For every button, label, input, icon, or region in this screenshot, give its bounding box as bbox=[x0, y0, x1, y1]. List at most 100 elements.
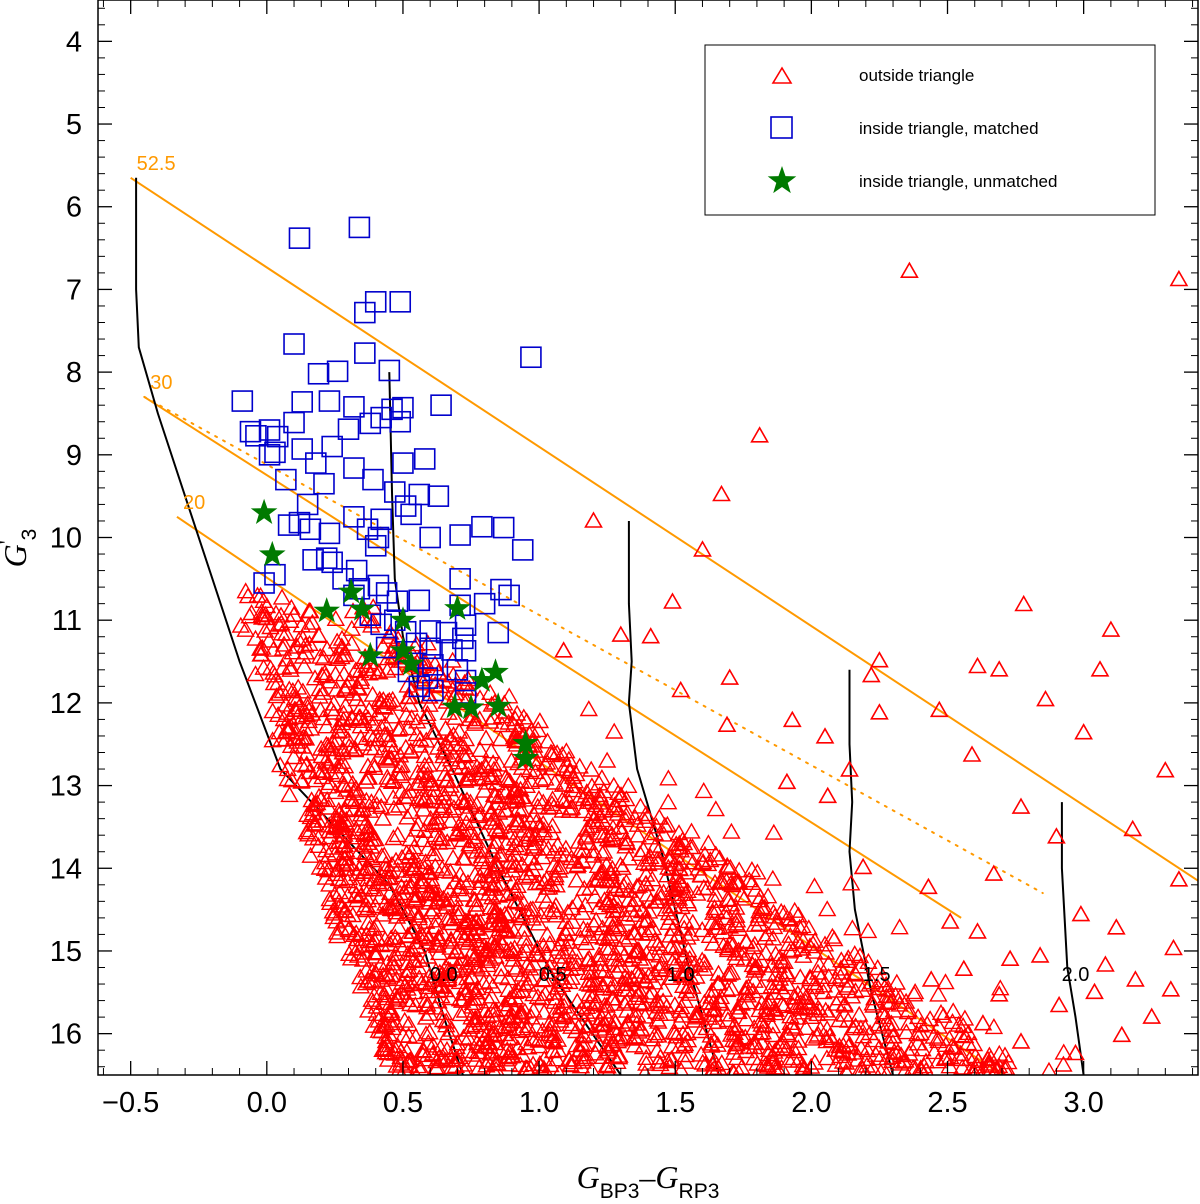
extinction-line bbox=[143, 396, 962, 919]
y-tick-label: 5 bbox=[66, 109, 82, 141]
legend-label-unmatched: inside triangle, unmatched bbox=[859, 172, 1057, 191]
square-point bbox=[348, 216, 371, 239]
legend-label-outside: outside triangle bbox=[859, 66, 974, 85]
square-point bbox=[473, 592, 496, 615]
triangle-point bbox=[712, 484, 731, 502]
triangle-point bbox=[1011, 1032, 1031, 1049]
star-point bbox=[357, 641, 384, 668]
square-point bbox=[511, 539, 534, 561]
triangle-point bbox=[1123, 819, 1143, 837]
square-point bbox=[315, 547, 338, 569]
square-point bbox=[291, 391, 314, 413]
triangle-point bbox=[1169, 269, 1189, 287]
star-point bbox=[468, 666, 496, 692]
extinction-label: 30 bbox=[150, 372, 172, 394]
square-point bbox=[375, 582, 398, 604]
triangle-point bbox=[1155, 761, 1175, 778]
y-tick-label: 10 bbox=[50, 523, 82, 555]
square-point bbox=[381, 398, 403, 421]
legend-square-marker bbox=[770, 116, 793, 139]
y-tick-label: 9 bbox=[66, 440, 82, 472]
legend-triangle-marker bbox=[771, 66, 793, 84]
star-point bbox=[258, 540, 286, 567]
square-point bbox=[364, 534, 387, 557]
x-tick-label: −0.5 bbox=[102, 1087, 159, 1119]
square-point bbox=[370, 406, 392, 429]
square-point bbox=[389, 291, 412, 313]
square-point bbox=[419, 637, 441, 660]
star-point bbox=[389, 636, 417, 663]
star-point bbox=[512, 729, 539, 755]
isochrone-curve bbox=[388, 372, 622, 1075]
square-point bbox=[356, 518, 379, 541]
y-tick-label: 13 bbox=[50, 771, 82, 803]
extinction-label: 20 bbox=[183, 492, 205, 514]
square-point bbox=[471, 515, 493, 538]
y-tick-label: 4 bbox=[66, 26, 82, 58]
triangle-point bbox=[1161, 980, 1181, 997]
y-tick-label: 12 bbox=[50, 688, 82, 720]
triangle-point bbox=[1090, 660, 1110, 677]
triangle-point bbox=[815, 727, 835, 744]
triangle-point bbox=[973, 1014, 993, 1031]
plot-area bbox=[130, 176, 1198, 1075]
triangle-point bbox=[1085, 982, 1104, 1000]
triangle-point bbox=[1106, 918, 1126, 935]
square-point bbox=[264, 563, 286, 586]
star-point bbox=[482, 658, 509, 684]
triangle-point bbox=[1014, 594, 1034, 612]
square-point bbox=[291, 438, 314, 460]
triangle-point bbox=[870, 651, 889, 668]
square-point bbox=[386, 590, 409, 612]
triangle-point bbox=[900, 261, 919, 278]
square-point bbox=[427, 485, 450, 507]
isochrone-curves bbox=[135, 177, 1085, 1075]
square-point bbox=[258, 444, 281, 466]
triangle-point bbox=[1030, 946, 1050, 963]
square-point bbox=[454, 639, 477, 662]
square-point bbox=[498, 584, 520, 607]
x-axis-title: GBP3–GRP3 bbox=[577, 1159, 720, 1203]
star-point bbox=[348, 595, 376, 621]
isochrone-labels: 0.0 0.5 1.0 1.5 2.0 bbox=[430, 964, 1089, 986]
square-point bbox=[337, 418, 360, 440]
square-point bbox=[490, 578, 512, 601]
y-tick-label: 11 bbox=[52, 605, 82, 637]
star-point bbox=[441, 693, 468, 719]
triangle-point bbox=[870, 703, 889, 720]
square-point bbox=[422, 654, 444, 676]
triangle-point bbox=[1066, 1043, 1085, 1061]
legend-star-marker bbox=[767, 166, 797, 194]
square-point bbox=[318, 522, 341, 545]
triangle-point bbox=[989, 660, 1009, 677]
outside-triangle-points bbox=[257, 261, 1189, 1067]
axis-ticks bbox=[98, 0, 1198, 1075]
square-point bbox=[392, 396, 414, 419]
square-point bbox=[520, 346, 542, 369]
triangle-point bbox=[921, 970, 941, 987]
triangle-point bbox=[1074, 723, 1093, 740]
square-point bbox=[449, 568, 471, 590]
extinction-line bbox=[130, 176, 1198, 882]
square-point bbox=[416, 667, 439, 689]
y-axis-title: G'3 bbox=[0, 529, 41, 568]
triangle-point bbox=[1011, 797, 1031, 814]
square-point bbox=[296, 493, 319, 516]
triangle-point bbox=[554, 641, 573, 658]
isochrone-label: 2.0 bbox=[1062, 964, 1090, 986]
square-point bbox=[253, 572, 275, 594]
square-point bbox=[266, 425, 289, 448]
square-point bbox=[383, 481, 406, 503]
triangle-point bbox=[1000, 949, 1020, 966]
square-point bbox=[283, 411, 305, 434]
square-point bbox=[362, 468, 384, 491]
square-point bbox=[264, 441, 286, 464]
square-point bbox=[321, 435, 343, 458]
square-point bbox=[354, 342, 376, 364]
star-point bbox=[250, 498, 278, 524]
star-point bbox=[397, 650, 425, 676]
y-tick-label: 14 bbox=[50, 853, 82, 885]
triangle-point bbox=[671, 680, 691, 698]
square-point bbox=[405, 632, 428, 655]
square-point bbox=[413, 448, 436, 470]
